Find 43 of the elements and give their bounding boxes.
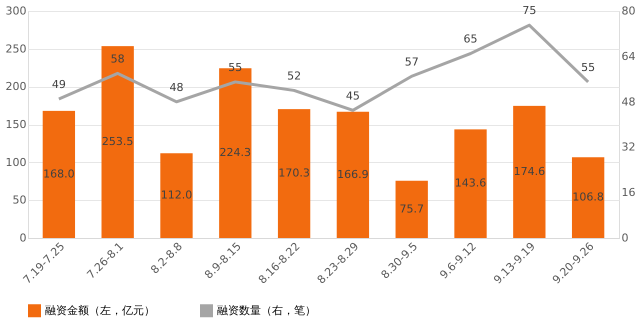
y2-tick-label: 64 [622, 50, 636, 63]
y-tick-label: 100 [6, 156, 26, 169]
data-label: 58 [110, 52, 125, 66]
data-label: 75.7 [399, 202, 424, 216]
y-tick-label: 150 [6, 118, 26, 131]
y-tick-label: 0 [20, 232, 26, 244]
bar [572, 157, 604, 238]
bar [396, 180, 428, 238]
data-label: 45 [346, 89, 360, 102]
y2-tick-label: 32 [622, 140, 636, 154]
y-tick-label: 250 [6, 42, 26, 56]
data-label: 65 [464, 32, 478, 46]
data-label: 112.0 [160, 188, 192, 202]
bar [102, 46, 134, 238]
bar [336, 112, 370, 238]
y2-tick-label: 16 [622, 186, 636, 200]
y-tick-label: 200 [6, 80, 26, 94]
bar [278, 109, 310, 238]
y2-tick-label: 48 [622, 95, 636, 108]
bar [42, 110, 76, 238]
data-label: 52 [287, 69, 302, 82]
data-label: 143.6 [454, 176, 486, 190]
y-tick-label: 300 [6, 4, 26, 18]
bar [454, 129, 487, 238]
data-label: 57 [404, 55, 419, 68]
data-label: 253.5 [102, 135, 134, 148]
data-label: 224.3 [220, 146, 252, 160]
data-label: 55 [581, 60, 596, 74]
data-label: 75 [522, 4, 536, 18]
y2-tick-label: 0 [622, 232, 628, 244]
data-label: 49 [52, 78, 66, 91]
y-tick-label: 50 [12, 194, 26, 207]
data-label: 106.8 [572, 190, 604, 204]
data-label: 170.3 [278, 166, 310, 180]
bar [513, 106, 546, 238]
data-label: 174.6 [514, 164, 546, 178]
legend-label: 融资金额（左，亿元） [45, 304, 155, 317]
data-label: 48 [169, 80, 184, 94]
data-label: 166.9 [337, 168, 369, 181]
bar [160, 153, 193, 238]
data-label: 168.0 [43, 167, 75, 180]
legend-label: 融资数量（右，笔） [217, 304, 316, 317]
y2-tick-label: 80 [622, 4, 636, 18]
